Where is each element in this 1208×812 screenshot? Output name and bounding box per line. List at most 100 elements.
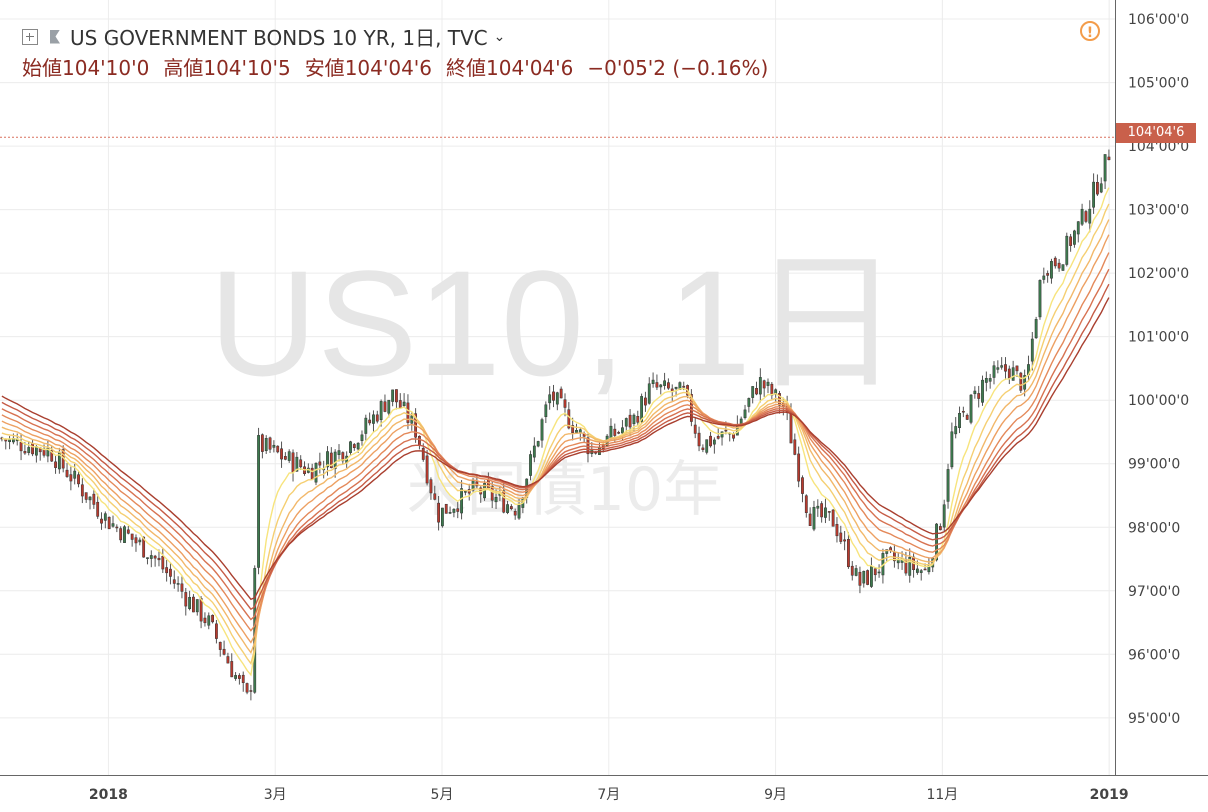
candle-body bbox=[460, 488, 463, 514]
candle-body bbox=[402, 401, 406, 407]
candle-body bbox=[977, 393, 981, 399]
candle-body bbox=[613, 428, 617, 436]
warning-icon[interactable]: ! bbox=[1080, 21, 1100, 41]
candle-body bbox=[157, 557, 161, 561]
candle-body bbox=[755, 388, 758, 395]
candle-body bbox=[873, 568, 877, 576]
high-label: 高値 bbox=[163, 56, 204, 80]
candle-body bbox=[1076, 221, 1080, 235]
close-value: 104'04'6 bbox=[486, 56, 574, 80]
candle-body bbox=[54, 461, 57, 468]
time-tick-label: 9月 bbox=[764, 787, 787, 803]
candle-body bbox=[291, 452, 295, 473]
candle-body bbox=[360, 434, 364, 441]
candle-body bbox=[808, 513, 812, 526]
candle-body bbox=[766, 381, 770, 386]
candle-body bbox=[1069, 236, 1073, 246]
candle-body bbox=[793, 439, 797, 455]
candle-body bbox=[207, 615, 211, 626]
candle-body bbox=[988, 378, 992, 382]
candle-body bbox=[92, 493, 96, 505]
candle-body bbox=[73, 470, 77, 479]
candle-body bbox=[138, 539, 142, 543]
candle-body bbox=[812, 506, 816, 530]
candle-body bbox=[835, 524, 839, 537]
candle-body bbox=[870, 566, 873, 587]
candle-body bbox=[234, 675, 237, 679]
candle-body bbox=[513, 510, 517, 516]
price-tick-label: 106'00'0 bbox=[1128, 12, 1189, 28]
candle-body bbox=[31, 443, 34, 455]
watermark-main: US10, 1日 bbox=[209, 239, 901, 407]
candle-body bbox=[280, 448, 283, 460]
candle-body bbox=[885, 549, 889, 554]
candle-body bbox=[195, 599, 199, 613]
time-tick-label: 11月 bbox=[926, 787, 958, 803]
candle-body bbox=[165, 567, 169, 574]
candle-body bbox=[241, 674, 245, 684]
candle-body bbox=[433, 493, 437, 500]
candle-body bbox=[1038, 280, 1042, 318]
price-tick-label: 103'00'0 bbox=[1128, 203, 1189, 219]
candle-body bbox=[418, 435, 421, 446]
candle-body bbox=[80, 484, 84, 497]
symbol-title[interactable]: US GOVERNMENT BONDS 10 YR, 1日, TVC bbox=[70, 26, 488, 50]
time-tick-label: 7月 bbox=[597, 787, 620, 803]
candle-body bbox=[831, 509, 835, 527]
change-value: −0'05'2 (−0.16%) bbox=[587, 56, 769, 80]
candle-body bbox=[130, 533, 134, 540]
time-tick-label: 3月 bbox=[264, 787, 287, 803]
candle-body bbox=[257, 435, 260, 568]
candle-body bbox=[720, 431, 724, 438]
candle-body bbox=[1088, 208, 1092, 224]
candle-body bbox=[341, 452, 345, 462]
candle-body bbox=[77, 474, 80, 485]
candle-body bbox=[329, 452, 333, 469]
candle-body bbox=[506, 504, 509, 513]
candle-body bbox=[169, 568, 172, 577]
candle-body bbox=[621, 427, 624, 434]
candle-body bbox=[559, 388, 563, 399]
candle-body bbox=[517, 504, 521, 519]
candle-body bbox=[142, 536, 146, 558]
candle-body bbox=[689, 394, 693, 422]
candle-body bbox=[847, 538, 850, 568]
chevron-down-icon[interactable]: ⌄ bbox=[493, 28, 506, 45]
candle-body bbox=[264, 438, 268, 452]
candle-body bbox=[383, 401, 387, 412]
add-symbol-icon[interactable] bbox=[22, 28, 38, 45]
candle-body bbox=[387, 399, 391, 414]
candle-body bbox=[398, 400, 402, 409]
candle-body bbox=[161, 556, 165, 570]
candle-body bbox=[747, 398, 751, 407]
candle-body bbox=[1065, 235, 1069, 265]
candle-body bbox=[961, 410, 965, 413]
candle-body bbox=[862, 570, 866, 584]
candle-body bbox=[287, 451, 291, 461]
candle-body bbox=[50, 450, 54, 462]
candle-body bbox=[310, 467, 314, 480]
candle-body bbox=[226, 656, 230, 664]
candle-body bbox=[1107, 156, 1111, 161]
candle-body bbox=[1096, 181, 1099, 195]
candle-body bbox=[942, 504, 946, 528]
candle-body bbox=[27, 447, 31, 453]
candle-body bbox=[126, 529, 130, 534]
candle-body bbox=[762, 380, 766, 389]
ema-ribbon-line bbox=[1, 219, 1110, 655]
candle-body bbox=[100, 518, 103, 524]
candle-body bbox=[701, 447, 705, 450]
candle-body bbox=[1050, 261, 1053, 279]
candle-body bbox=[249, 690, 253, 692]
candle-body bbox=[667, 382, 670, 389]
candle-body bbox=[958, 412, 961, 428]
candle-body bbox=[107, 516, 111, 530]
candle-body bbox=[318, 461, 322, 466]
candle-body bbox=[230, 661, 234, 678]
candle-body bbox=[295, 456, 299, 472]
candle-body bbox=[184, 592, 188, 607]
candle-body bbox=[425, 455, 429, 484]
candle-body bbox=[540, 419, 544, 441]
candle-body bbox=[751, 386, 755, 398]
